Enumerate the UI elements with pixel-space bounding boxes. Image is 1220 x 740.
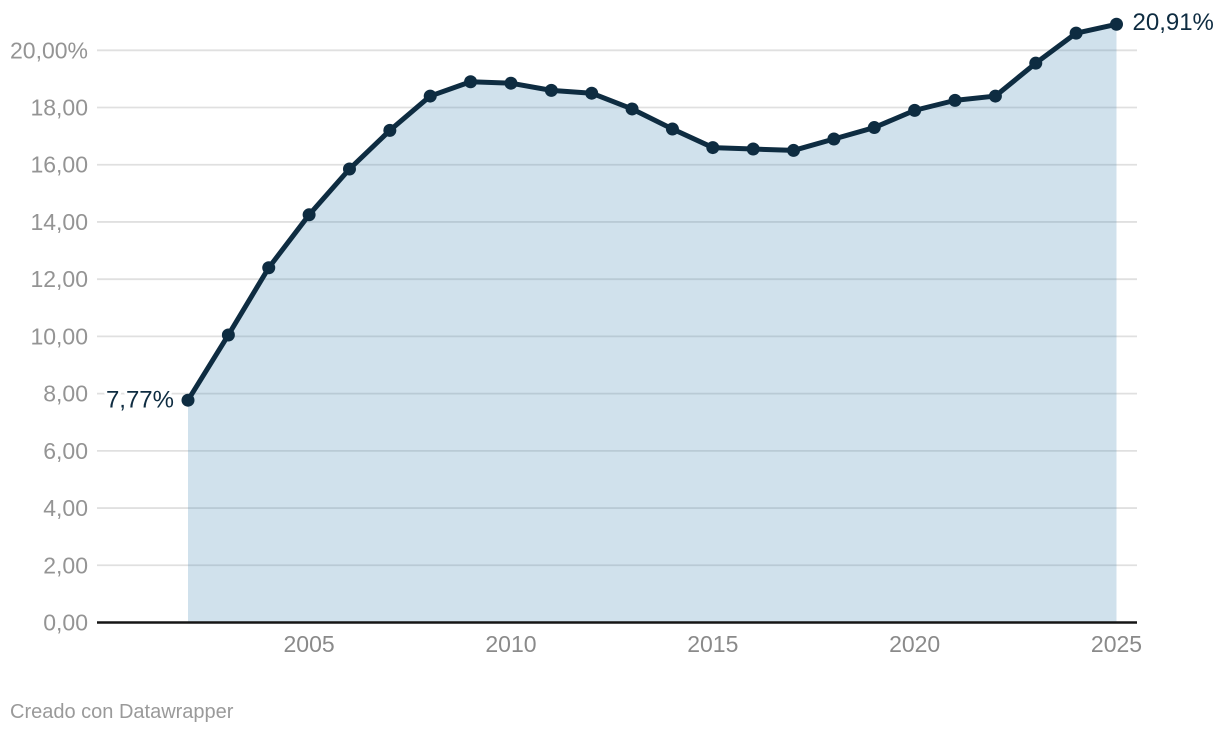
area-chart-canvas: 0,00 2,00 4,00 6,00 8,00 10,00 12,00 14,00 16,00… <box>9 8 1214 657</box>
x-axis-tick-label: 2010 <box>485 631 536 657</box>
data-point[interactable] <box>1069 26 1083 40</box>
data-point[interactable] <box>665 122 679 136</box>
y-axis-tick-label: 12,00 <box>30 266 88 292</box>
last-value-label: 20,91% <box>1133 9 1214 36</box>
data-point[interactable] <box>342 162 356 176</box>
data-line <box>185 21 1119 403</box>
data-point[interactable] <box>787 143 801 157</box>
y-axis-tick-label: 6,00 <box>43 438 88 464</box>
x-axis-tick-label: 2015 <box>687 631 738 657</box>
y-axis-tick-label: 14,00 <box>30 209 88 235</box>
data-point[interactable] <box>867 121 881 135</box>
data-point[interactable] <box>908 103 922 117</box>
y-axis-tick-label: 2,00 <box>43 552 88 578</box>
data-point[interactable] <box>706 141 720 155</box>
data-point[interactable] <box>262 261 276 275</box>
y-axis-tick-label: 0,00 <box>43 610 88 636</box>
x-axis-tick-label: 2025 <box>1091 631 1142 657</box>
data-point[interactable] <box>585 86 599 100</box>
data-point[interactable] <box>948 93 962 107</box>
y-axis-tick-label: 20,00% <box>10 37 88 63</box>
data-point[interactable] <box>827 132 841 146</box>
data-point[interactable] <box>383 123 397 137</box>
y-axis-tick-label: 10,00 <box>30 323 88 349</box>
data-point[interactable] <box>221 328 235 342</box>
x-axis-tick-label: 2020 <box>889 631 940 657</box>
data-point[interactable] <box>1029 56 1043 70</box>
y-axis-tick-label: 18,00 <box>30 95 88 121</box>
data-point[interactable] <box>464 75 478 89</box>
y-axis-tick-label: 8,00 <box>43 381 88 407</box>
data-point[interactable] <box>302 208 316 222</box>
y-axis-tick-label: 16,00 <box>30 152 88 178</box>
attribution: Creado con Datawrapper <box>10 701 233 724</box>
data-point[interactable] <box>746 142 760 156</box>
data-point[interactable] <box>423 89 437 103</box>
x-axis-tick-label: 2005 <box>284 631 335 657</box>
data-point[interactable] <box>625 102 639 116</box>
attribution-text: Creado con Datawrapper <box>10 701 234 723</box>
data-point[interactable] <box>544 83 558 97</box>
data-point[interactable] <box>504 76 518 90</box>
data-point[interactable] <box>181 393 195 407</box>
y-axis-tick-label: 4,00 <box>43 495 88 521</box>
data-point[interactable] <box>988 89 1002 103</box>
area-fill <box>188 24 1117 623</box>
first-value-label: 7,77% <box>106 387 174 414</box>
data-point[interactable] <box>1110 17 1123 31</box>
